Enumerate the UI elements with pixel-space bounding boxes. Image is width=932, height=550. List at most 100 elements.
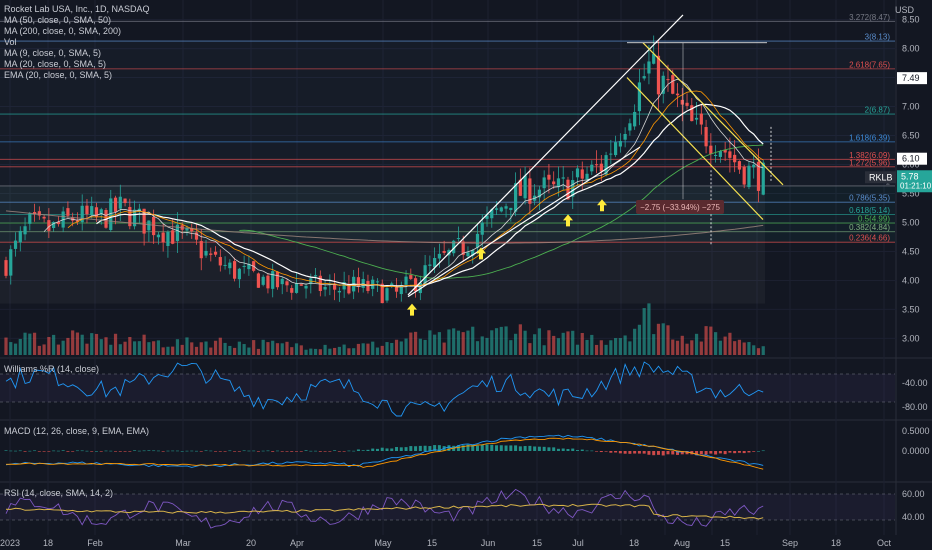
macd-histogram-bar (137, 450, 141, 452)
macd-histogram-bar (14, 450, 18, 452)
legend-vol[interactable]: Vol (4, 37, 17, 47)
volume-bar (604, 344, 608, 355)
legend-ema20[interactable]: EMA (20, close, 0, SMA, 5) (4, 70, 113, 80)
volume-bar (175, 339, 180, 355)
date-tick-label: Jul (572, 538, 584, 548)
volume-bar (247, 347, 251, 355)
candle-body (694, 117, 699, 120)
volume-bar (585, 339, 589, 355)
candle-body (523, 175, 527, 199)
macd-histogram-bar (456, 445, 460, 451)
williams-pane-title[interactable]: Williams %R (14, close) (4, 364, 100, 374)
volume-bar (566, 331, 570, 355)
volume-bar (475, 341, 480, 355)
candle-body (547, 174, 551, 180)
macd-histogram-bar (314, 450, 318, 452)
volume-bar (180, 344, 184, 355)
date-tick-label: Apr (290, 538, 304, 548)
volume-bar (23, 332, 27, 355)
volume-bar (337, 346, 341, 355)
macd-histogram-bar (576, 450, 579, 451)
volume-bar (652, 334, 656, 355)
macd-histogram-bar (271, 451, 275, 452)
fib-label-1.618: 1.618(6.39) (849, 133, 890, 142)
volume-bars (4, 303, 765, 355)
volume-bar (42, 344, 46, 355)
volume-bar (256, 348, 261, 355)
macd-histogram-bar (356, 449, 360, 451)
macd-histogram-bar (28, 450, 32, 452)
candle-body (490, 209, 494, 219)
price-tick-label: 5.50 (902, 188, 920, 198)
candle-body (571, 180, 575, 197)
candle-body (204, 250, 208, 256)
macd-pane-title[interactable]: MACD (12, 26, close, 9, EMA, EMA) (4, 426, 150, 436)
candle-body (675, 93, 680, 96)
volume-bar (656, 323, 661, 355)
macd-histogram-bar (642, 451, 646, 454)
macd-histogram-bar (490, 444, 494, 451)
volume-bar (109, 344, 113, 355)
macd-histogram-bar (104, 450, 108, 452)
williams-tick: -80.00 (902, 402, 928, 412)
volume-bar (494, 328, 499, 355)
candle-body (109, 198, 113, 231)
price-tick-label: 4.50 (902, 246, 920, 256)
legend-ma20[interactable]: MA (20, close, 0, SMA, 5) (4, 59, 107, 69)
macd-histogram-bar (118, 451, 122, 452)
price-label-box (897, 72, 927, 85)
volume-bar (633, 328, 637, 355)
candle-body (628, 123, 632, 131)
ma9-line (43, 78, 764, 288)
channel-line-bottom (626, 77, 764, 220)
volume-bar (733, 341, 737, 355)
volume-bar (66, 337, 70, 355)
macd-histogram-bar (109, 450, 113, 452)
candle-body (237, 268, 241, 280)
candle-body (175, 224, 180, 242)
fib-label-3: 3(8.13) (865, 33, 891, 42)
volume-bar (128, 337, 132, 355)
ticker-tag (865, 171, 896, 184)
macd-histogram-bar (375, 448, 379, 451)
macd-histogram-bar (195, 450, 198, 452)
volume-bar (561, 332, 565, 355)
volume-bar (704, 326, 708, 355)
macd-histogram-bar (223, 451, 227, 452)
macd-histogram-bar (637, 451, 641, 454)
volume-bar (104, 337, 108, 355)
volume-bar (132, 341, 137, 355)
macd-histogram-bar (485, 444, 489, 451)
arrow-up-icon (407, 303, 417, 316)
volume-bar (190, 342, 194, 355)
candle-body (185, 228, 189, 231)
fib-label-1.382: 1.382(6.09) (849, 151, 890, 160)
volume-bar (233, 347, 237, 355)
candle-body (299, 284, 303, 286)
legend-ma200[interactable]: MA (200, close, 0, SMA, 200) (4, 26, 122, 36)
volume-bar (9, 342, 13, 355)
macd-histogram-bar (61, 450, 65, 451)
volume-bar (237, 341, 241, 355)
legend-ma50[interactable]: MA (50, close, 0, SMA, 50) (4, 15, 112, 25)
macd-histogram-bar (652, 451, 656, 456)
channel-line-top (642, 42, 784, 186)
candle-body (80, 205, 84, 223)
candle-body (452, 240, 456, 254)
candle-body (714, 154, 718, 156)
candle-body (132, 209, 137, 227)
volume-bar (166, 346, 170, 355)
volume-bar (56, 344, 60, 355)
candle-body (761, 162, 765, 195)
macd-histogram-bar (614, 451, 618, 453)
legend-ma9[interactable]: MA (9, close, 0, SMA, 5) (4, 48, 102, 58)
volume-bar (404, 338, 408, 355)
candle-body (690, 105, 694, 122)
date-tick-label: Feb (87, 538, 103, 548)
volume-bar (71, 330, 75, 355)
volume-bar (123, 341, 127, 355)
volume-bar (80, 334, 84, 355)
rsi-pane-title[interactable]: RSI (14, close, SMA, 14, 2) (4, 488, 114, 498)
macd-histogram-bar (390, 448, 394, 451)
